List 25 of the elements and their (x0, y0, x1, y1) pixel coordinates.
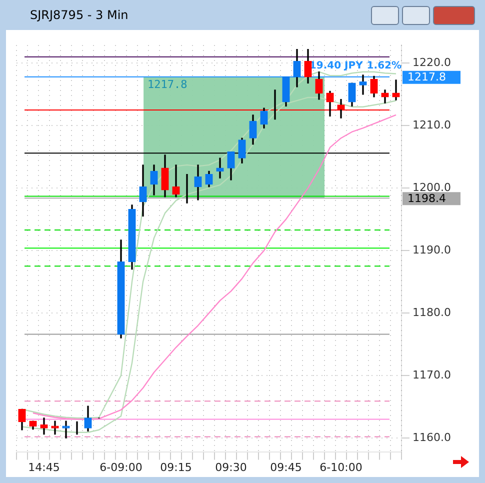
x-tick-label: 09:30 (215, 461, 247, 474)
candlestick (216, 158, 224, 178)
x-tick-label: 09:45 (270, 461, 302, 474)
band-label: 1217.8 (148, 78, 188, 91)
x-tick-label: 6-09:00 (100, 461, 142, 474)
candlestick (62, 420, 70, 438)
candlestick (51, 420, 59, 435)
y-tick-label: 1200.0 (412, 180, 451, 194)
ref-line-label: 1217.8 (408, 70, 446, 84)
candlestick (40, 418, 48, 435)
x-tick-label: 6-10:00 (320, 461, 362, 474)
annotation: 19.40 JPY (309, 60, 364, 72)
x-tick-label: 14:45 (28, 461, 60, 474)
y-tick-label: 1170.0 (412, 368, 451, 382)
y-tick-label: 1210.0 (412, 118, 451, 132)
y-tick-label: 1180.0 (412, 306, 451, 319)
candlestick (172, 164, 180, 198)
x-tick-label: 09:15 (160, 461, 192, 474)
y-tick-label: 1220.0 (412, 56, 451, 69)
annotation: 1.62% (366, 60, 402, 72)
y-tick-label: 1190.0 (412, 243, 451, 256)
ref-line-label: 1198.4 (408, 192, 446, 205)
chart-title: SJRJ8795 - 3 Min (30, 8, 128, 22)
candlestick (359, 74, 367, 95)
y-tick-label: 1160.0 (412, 430, 451, 444)
